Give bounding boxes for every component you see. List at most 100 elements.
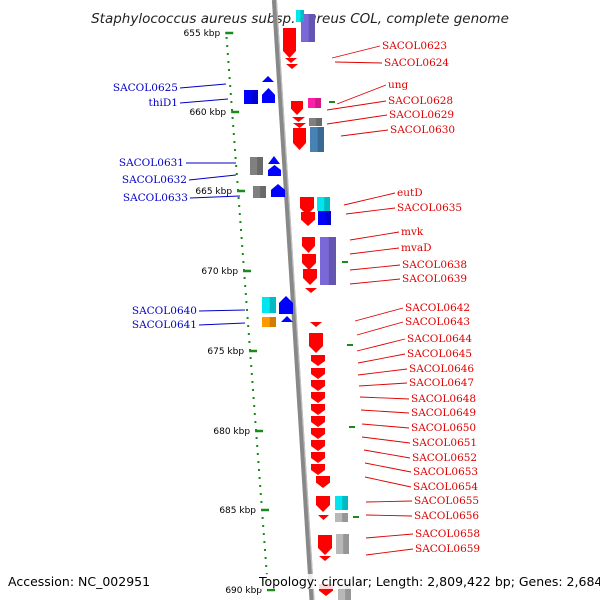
gene-leader-line bbox=[365, 533, 414, 539]
gene-leader-line bbox=[356, 321, 404, 336]
forward-gene-arrow bbox=[310, 322, 322, 327]
ruler-dot bbox=[261, 517, 264, 519]
gene-leader-line bbox=[360, 409, 410, 414]
ruler-dot bbox=[242, 261, 245, 263]
ruler-dot bbox=[228, 77, 231, 79]
gene-leader-line bbox=[349, 231, 400, 241]
gene-box-shade bbox=[251, 90, 258, 104]
ruler-dot bbox=[253, 413, 256, 415]
forward-gene-arrow bbox=[311, 428, 325, 439]
gene-label: SACOL0632 bbox=[122, 174, 187, 186]
gene-leader-line bbox=[198, 322, 246, 326]
gene-label: SACOL0638 bbox=[402, 259, 467, 271]
gene-label: SACOL0630 bbox=[390, 124, 455, 136]
gene-leader-line bbox=[365, 514, 413, 517]
ruler-dot bbox=[230, 101, 233, 103]
ruler-dot bbox=[232, 133, 235, 135]
ruler-tick-label: 690 kbp bbox=[225, 586, 262, 596]
forward-gene-arrow bbox=[305, 288, 317, 293]
ruler-dot bbox=[237, 197, 240, 199]
ruler-dot bbox=[249, 357, 252, 359]
gene-leader-line bbox=[363, 449, 411, 459]
ruler-dot bbox=[254, 421, 257, 423]
gene-label: SACOL0654 bbox=[413, 481, 478, 493]
ruler-dot bbox=[231, 109, 233, 111]
backbone-highlight bbox=[275, 0, 315, 600]
ruler-tick-label: 655 kbp bbox=[184, 29, 221, 39]
gene-box-gray bbox=[336, 534, 349, 554]
gene-leader-line bbox=[361, 436, 411, 444]
accession-text: Accession: NC_002951 bbox=[8, 574, 151, 589]
gene-leader-line bbox=[343, 192, 396, 206]
kbp-ruler: 655 kbp 660 kbp 665 kbp 670 kbp 675 kbp 680 k… bbox=[184, 29, 359, 596]
gene-box-shade bbox=[315, 98, 321, 108]
ruler-tick-label: 685 kbp bbox=[219, 506, 256, 516]
ruler-dot bbox=[264, 549, 266, 551]
gene-leader-line bbox=[365, 548, 414, 556]
gene-leader-line bbox=[357, 353, 406, 364]
gene-box-purple bbox=[301, 14, 315, 42]
ruler-tick-label: 675 kbp bbox=[207, 347, 244, 357]
ruler-dot bbox=[239, 221, 242, 223]
ruler-dot bbox=[229, 93, 232, 95]
gene-label: SACOL0642 bbox=[405, 302, 470, 314]
gene-leader-line bbox=[331, 45, 381, 59]
gene-box-blue bbox=[318, 211, 331, 225]
gene-leader-line bbox=[345, 207, 396, 215]
forward-gene-arrow bbox=[311, 416, 325, 427]
reverse-gene-arrow bbox=[281, 316, 293, 322]
gene-leader-line bbox=[179, 98, 229, 104]
ruler-dot bbox=[258, 477, 261, 479]
forward-gene-arrow bbox=[311, 452, 325, 463]
gene-label: SACOL0645 bbox=[407, 348, 472, 360]
ruler-dot bbox=[256, 453, 259, 455]
genome-backbone bbox=[271, 0, 315, 600]
gene-box-shade bbox=[324, 197, 330, 211]
gene-leader-line bbox=[326, 100, 387, 111]
forward-gene-arrow bbox=[319, 556, 331, 561]
gene-label: eutD bbox=[397, 187, 423, 199]
gene-box-shade bbox=[317, 127, 324, 152]
forward-gene-arrow bbox=[311, 368, 325, 379]
gene-label: SACOL0659 bbox=[415, 543, 480, 555]
ruler-dot bbox=[260, 501, 263, 503]
gene-label: SACOL0639 bbox=[402, 273, 467, 285]
gene-features bbox=[244, 10, 351, 600]
gene-label: SACOL0631 bbox=[119, 157, 184, 169]
ruler-dot bbox=[246, 309, 248, 311]
gene-label: SACOL0652 bbox=[412, 452, 477, 464]
ruler-dot bbox=[252, 397, 255, 399]
reverse-gene-arrow bbox=[279, 296, 293, 314]
ruler-dot bbox=[250, 373, 253, 375]
gene-leader-line bbox=[349, 264, 401, 271]
gene-leader-line bbox=[354, 307, 404, 322]
forward-gene-arrow bbox=[302, 237, 315, 253]
gene-box-orange bbox=[262, 317, 276, 327]
ruler-dot bbox=[265, 565, 268, 567]
gene-leader-line bbox=[188, 174, 237, 181]
ruler-dot bbox=[263, 541, 266, 543]
ruler-dot bbox=[226, 53, 229, 55]
ruler-dot bbox=[251, 381, 254, 383]
gene-leader-line bbox=[349, 278, 401, 285]
gene-leader-line bbox=[361, 423, 410, 429]
forward-gene-arrow bbox=[292, 117, 305, 122]
reverse-gene-arrow bbox=[262, 88, 275, 103]
ruler-dot bbox=[252, 389, 254, 391]
forward-gene-arrow bbox=[285, 58, 297, 63]
gene-box-gray bbox=[335, 513, 348, 522]
gene-box-shade bbox=[342, 496, 348, 510]
gene-label: SACOL0624 bbox=[384, 57, 449, 69]
gene-box-shade bbox=[325, 211, 331, 225]
ruler-dot bbox=[226, 45, 229, 47]
gene-leader-line bbox=[356, 338, 406, 352]
gene-label: SACOL0643 bbox=[405, 316, 470, 328]
forward-gene-arrow bbox=[293, 128, 306, 150]
gene-box-blue bbox=[244, 90, 258, 104]
forward-gene-arrow bbox=[293, 123, 306, 128]
ruler-dot bbox=[240, 229, 242, 231]
forward-gene-arrow bbox=[311, 464, 325, 475]
forward-gene-arrow bbox=[311, 380, 325, 391]
gene-label: SACOL0633 bbox=[123, 192, 188, 204]
